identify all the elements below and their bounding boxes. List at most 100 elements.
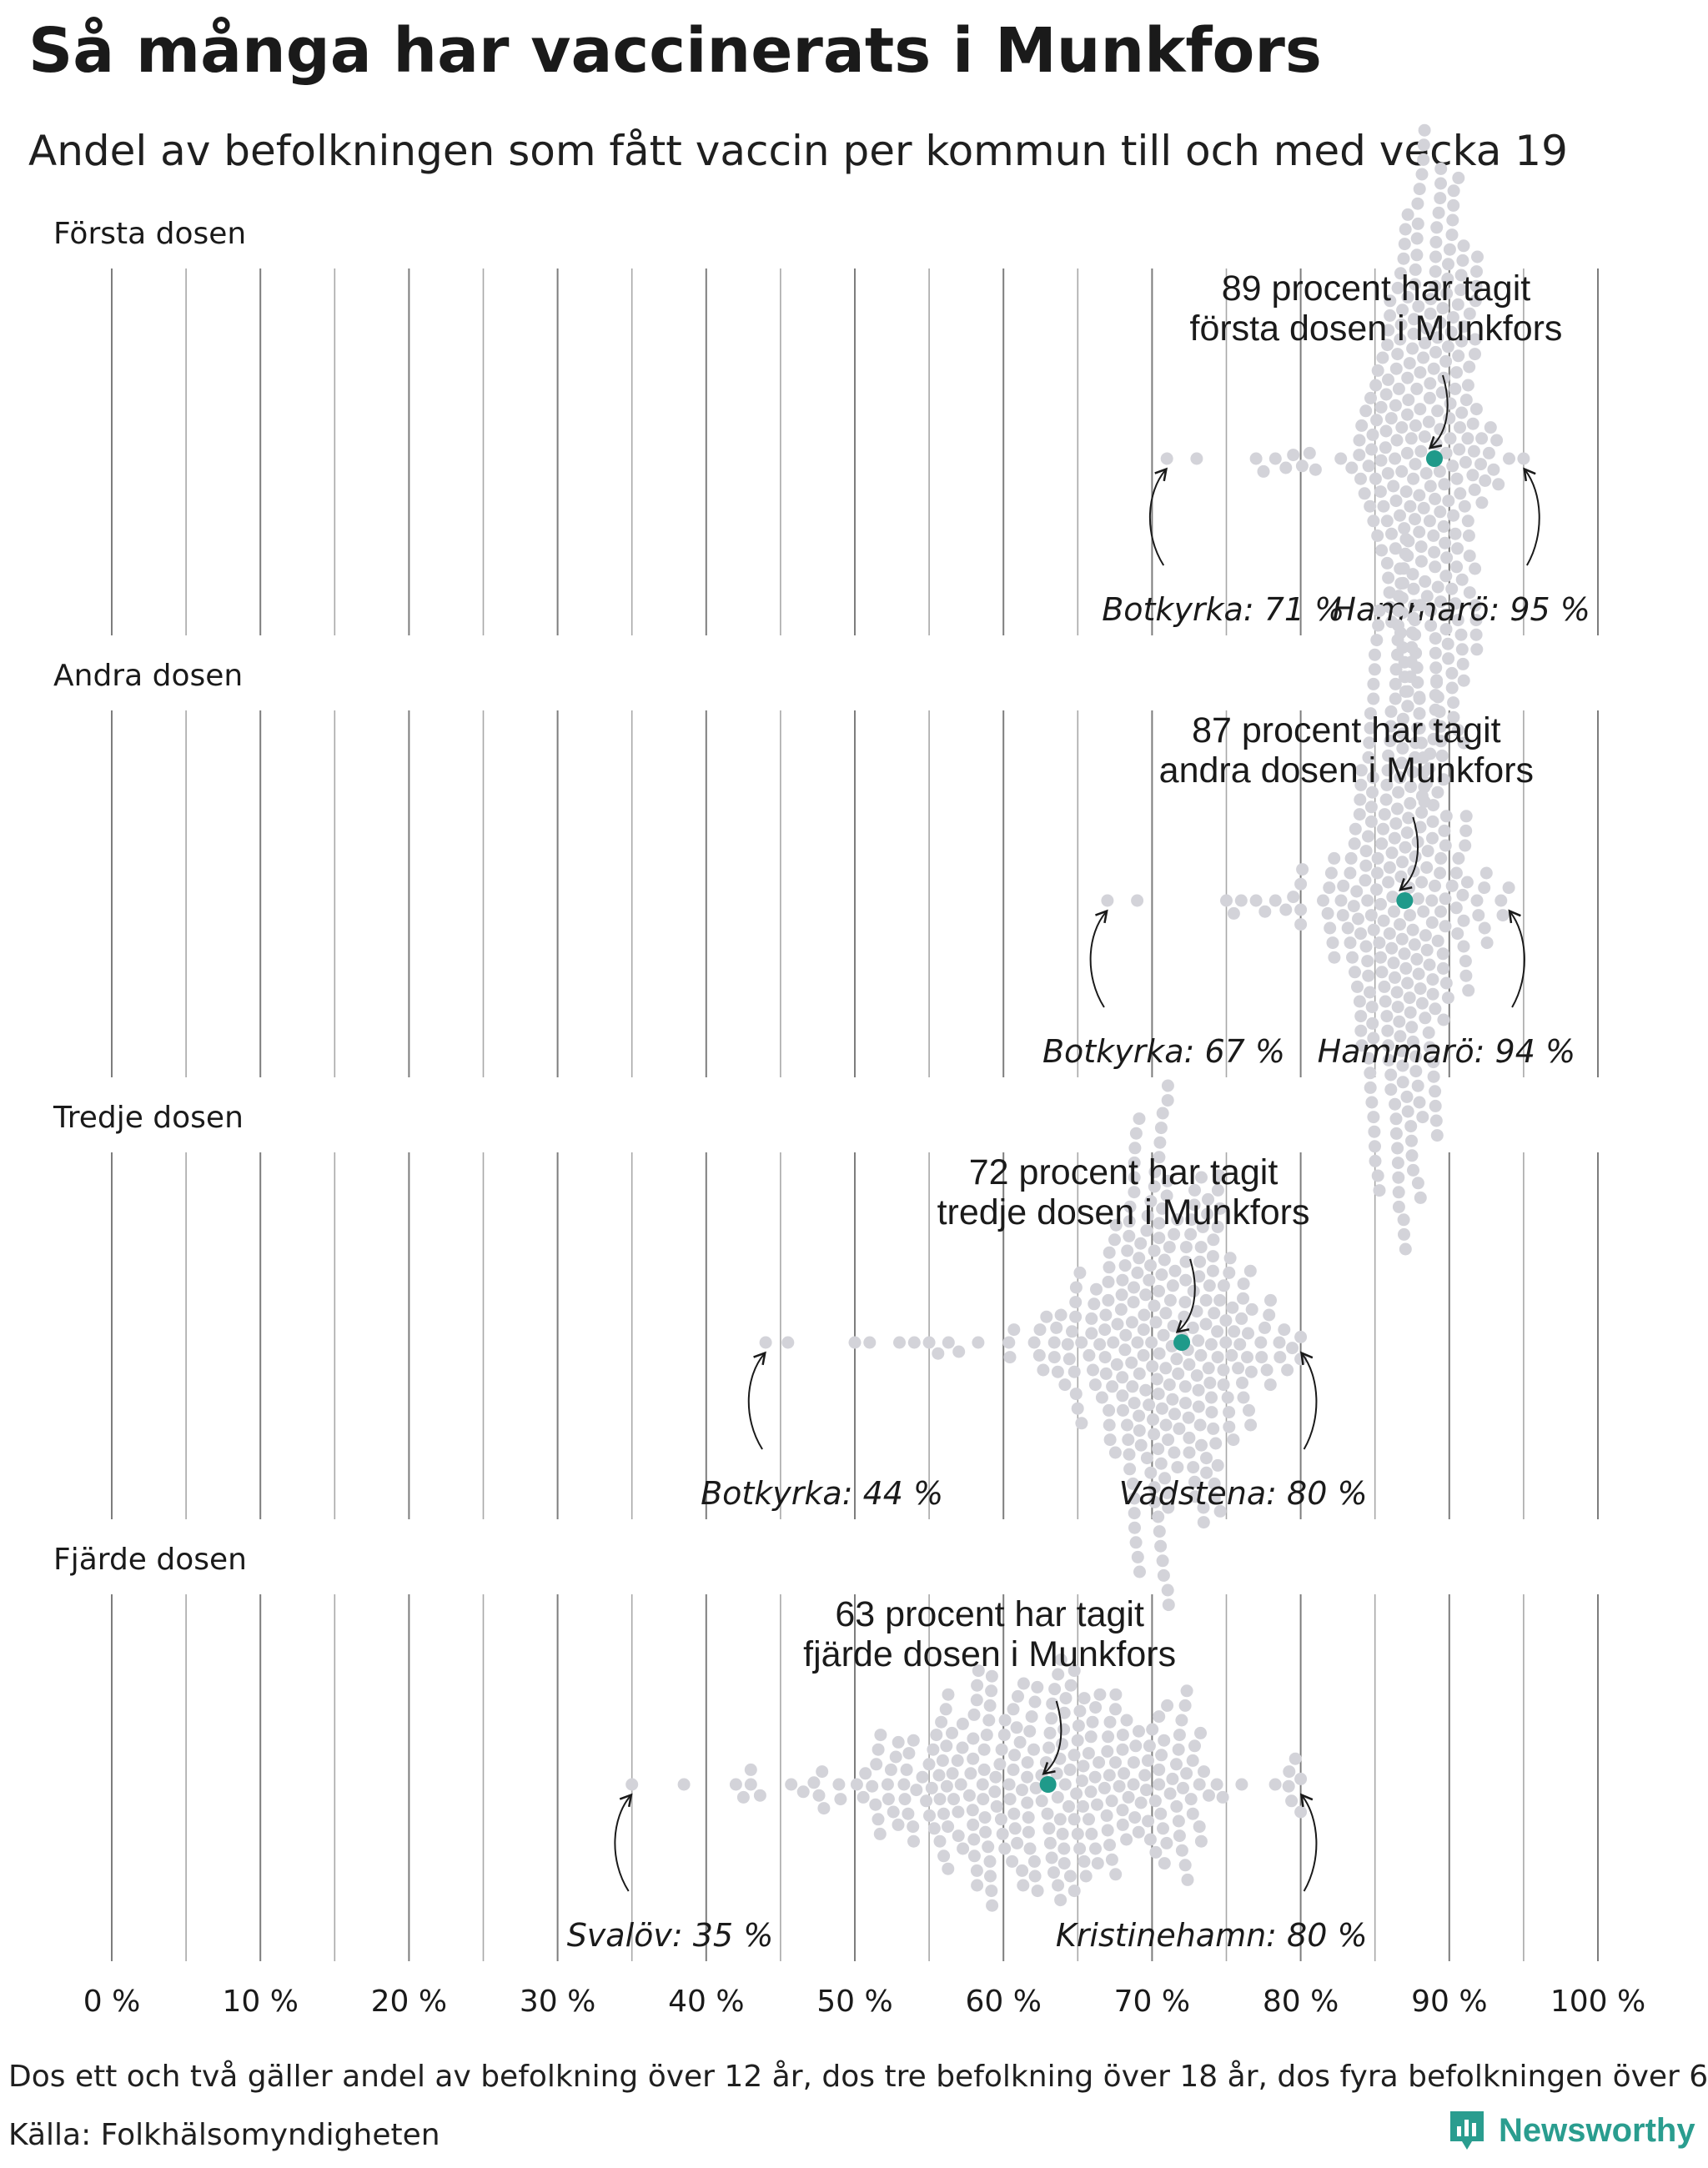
municipality-dot: [1492, 478, 1505, 491]
municipality-dot: [1235, 1778, 1248, 1791]
municipality-dot: [1155, 1268, 1168, 1282]
chart-title: Så många har vaccinerats i Munkfors: [28, 15, 1322, 87]
municipality-dot: [1414, 599, 1427, 612]
municipality-dot: [1344, 866, 1357, 880]
municipality-dot: [1383, 861, 1396, 874]
municipality-dot: [1048, 1683, 1062, 1696]
municipality-dot: [1415, 790, 1429, 803]
municipality-dot: [1382, 1039, 1395, 1052]
x-tick-label: 100 %: [1550, 1985, 1645, 2019]
municipality-dot: [1374, 485, 1387, 499]
municipality-dot: [1409, 263, 1422, 276]
municipality-dot: [1413, 525, 1426, 539]
brand-logo[interactable]: Newsworthy: [1447, 2108, 1695, 2153]
municipality-dot: [1344, 936, 1357, 950]
municipality-dot: [1195, 1171, 1208, 1184]
municipality-dot: [1178, 1699, 1192, 1712]
municipality-dot: [1417, 153, 1430, 166]
municipality-dot: [1334, 894, 1348, 907]
municipality-dot: [1414, 555, 1428, 568]
municipality-dot: [1078, 1692, 1091, 1705]
municipality-dot: [1348, 837, 1361, 851]
municipality-dot: [1263, 1308, 1276, 1322]
municipality-dot: [1172, 1814, 1185, 1828]
municipality-dot: [967, 1708, 981, 1721]
municipality-dot: [1450, 560, 1464, 574]
municipality-dot: [1394, 318, 1408, 331]
municipality-dot: [1424, 479, 1437, 493]
municipality-dot: [936, 1754, 949, 1767]
municipality-dot: [1103, 1769, 1116, 1782]
municipality-dot: [1159, 1362, 1173, 1375]
municipality-dot: [1106, 1380, 1119, 1393]
municipality-dot: [1156, 1107, 1169, 1120]
municipality-dot: [1379, 441, 1392, 454]
municipality-dot: [1426, 815, 1439, 828]
municipality-dot: [1161, 1583, 1174, 1597]
municipality-dot: [1415, 996, 1429, 1010]
municipality-dot: [1244, 1418, 1258, 1432]
municipality-dot: [1123, 1229, 1136, 1242]
municipality-dot: [1442, 258, 1454, 271]
municipality-dot: [1405, 1021, 1419, 1034]
municipality-dot: [1085, 1327, 1098, 1340]
municipality-dot: [1382, 373, 1394, 386]
municipality-dot: [1359, 859, 1373, 872]
municipality-dot: [1454, 284, 1467, 297]
municipality-dot: [1380, 514, 1394, 528]
municipality-dot: [1047, 1351, 1061, 1364]
municipality-dot: [1177, 1781, 1189, 1794]
min-arrow: [1148, 467, 1168, 566]
municipality-dot: [1109, 1703, 1122, 1716]
municipality-dot: [1457, 674, 1470, 687]
municipality-dot: [1470, 894, 1484, 907]
municipality-dot: [1085, 1827, 1098, 1840]
municipality-dot: [1221, 1391, 1234, 1404]
municipality-dot: [1391, 1142, 1404, 1155]
municipality-dot: [1364, 1066, 1377, 1080]
municipality-dot: [1167, 1319, 1180, 1332]
municipality-dot: [1395, 1044, 1409, 1057]
municipality-dot: [1144, 1259, 1157, 1272]
municipality-dot: [1068, 1813, 1081, 1826]
municipality-dot: [1359, 845, 1373, 858]
municipality-dot: [625, 1778, 639, 1791]
municipality-dot: [1407, 1163, 1419, 1177]
highlight-label-line: tredje dosen i Munkfors: [937, 1192, 1310, 1232]
municipality-dot: [1071, 1827, 1084, 1840]
municipality-dot: [1149, 1316, 1163, 1329]
municipality-dot: [1463, 360, 1476, 374]
municipality-dot: [1144, 1466, 1158, 1479]
min-label: Svalöv: 35 %: [567, 1917, 774, 1954]
municipality-dot: [1397, 562, 1410, 575]
municipality-dot: [1194, 1241, 1208, 1254]
municipality-dot: [1399, 961, 1413, 975]
municipality-dot: [1341, 921, 1354, 935]
municipality-dot: [907, 1820, 920, 1834]
municipality-dot: [1378, 808, 1391, 821]
municipality-dot: [1017, 1677, 1030, 1690]
municipality-dot: [1344, 851, 1358, 865]
municipality-dot: [1394, 771, 1407, 785]
max-arrow: [1299, 1793, 1318, 1892]
municipality-dot: [869, 1798, 882, 1811]
municipality-dot: [1075, 1417, 1088, 1430]
municipality-dot: [1374, 897, 1387, 911]
municipality-dot: [1386, 891, 1399, 904]
municipality-dot: [1436, 947, 1449, 961]
municipality-dot: [1399, 547, 1412, 560]
municipality-dot: [1396, 741, 1409, 755]
municipality-dot: [1405, 640, 1419, 654]
municipality-dot: [907, 1834, 920, 1848]
municipality-dot: [983, 1854, 997, 1868]
municipality-dot: [1449, 866, 1463, 880]
max-arrow: [1299, 1351, 1318, 1450]
municipality-dot: [1441, 637, 1454, 650]
municipality-dot: [857, 1790, 870, 1804]
municipality-dot: [1180, 1767, 1193, 1780]
municipality-dot: [1395, 464, 1409, 478]
municipality-dot: [1370, 883, 1383, 896]
municipality-dot: [1398, 238, 1411, 251]
municipality-dot: [1138, 1308, 1151, 1322]
